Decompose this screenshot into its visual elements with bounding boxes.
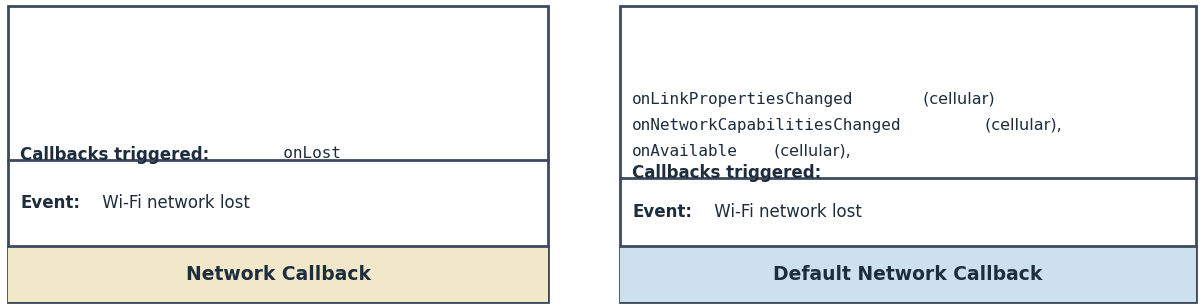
Text: Default Network Callback: Default Network Callback bbox=[773, 265, 1043, 283]
Text: onNetworkCapabilitiesChanged: onNetworkCapabilitiesChanged bbox=[632, 118, 902, 133]
Bar bbox=[620, 246, 1196, 302]
Text: (cellular): (cellular) bbox=[917, 92, 995, 107]
Text: (cellular),: (cellular), bbox=[980, 118, 1062, 133]
Text: onAvailable: onAvailable bbox=[632, 144, 738, 159]
Text: Wi-Fi network lost: Wi-Fi network lost bbox=[709, 203, 862, 221]
Bar bbox=[620, 6, 1196, 302]
Text: Event:: Event: bbox=[632, 203, 692, 221]
Text: Event:: Event: bbox=[20, 194, 79, 212]
Text: onLinkPropertiesChanged: onLinkPropertiesChanged bbox=[632, 92, 854, 107]
Bar bbox=[8, 246, 548, 302]
Text: Network Callback: Network Callback bbox=[185, 265, 371, 283]
Text: (cellular),: (cellular), bbox=[768, 144, 850, 159]
Text: Wi-Fi network lost: Wi-Fi network lost bbox=[98, 194, 250, 212]
Text: Callbacks triggered:: Callbacks triggered: bbox=[20, 146, 209, 164]
Bar bbox=[8, 6, 548, 302]
Text: onLost: onLost bbox=[264, 146, 341, 161]
Text: Callbacks triggered:: Callbacks triggered: bbox=[632, 164, 821, 182]
